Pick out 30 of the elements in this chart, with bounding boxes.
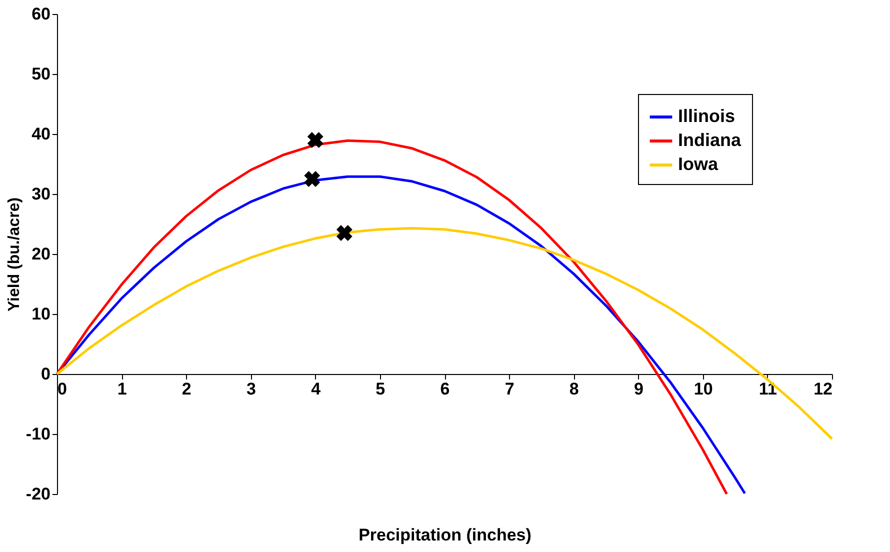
x-tick-label: 6 [440,380,450,398]
y-tick-label: 50 [32,64,50,84]
x-axis-title: Precipitation (inches) [358,526,532,544]
x-tick-label: 7 [504,380,514,398]
x-tick-label: 8 [569,380,579,398]
y-tick-label: -20 [26,484,50,504]
line-series [56,226,834,440]
x-tick-label: 9 [634,380,644,398]
legend-label: Indiana [678,130,742,150]
y-axis-title: Yield (bu./acre) [6,197,23,312]
legend-label: Iowa [678,154,719,174]
y-tick-label: 10 [32,304,50,324]
x-tick-label: 0 [58,380,67,398]
y-tick-label: 40 [32,124,50,144]
x-tick-label: 3 [246,380,256,398]
legend-label: Illinois [678,106,736,126]
x-tick-label: 1 [117,380,127,398]
x-tick-label: 4 [311,380,322,398]
point [336,225,352,241]
y-tick-label: 60 [32,4,50,24]
x-tick-label: 5 [376,380,386,398]
x-tick-label: 2 [182,380,192,398]
point [304,171,320,187]
x-tick-label: 12 [814,380,832,398]
y-tick-label: 0 [41,364,50,384]
y-tick-label: 20 [32,244,50,264]
y-tick-label: -10 [26,424,50,444]
point [307,132,324,148]
x-tick-label: 10 [694,380,713,398]
y-tick-label: 30 [32,184,50,204]
